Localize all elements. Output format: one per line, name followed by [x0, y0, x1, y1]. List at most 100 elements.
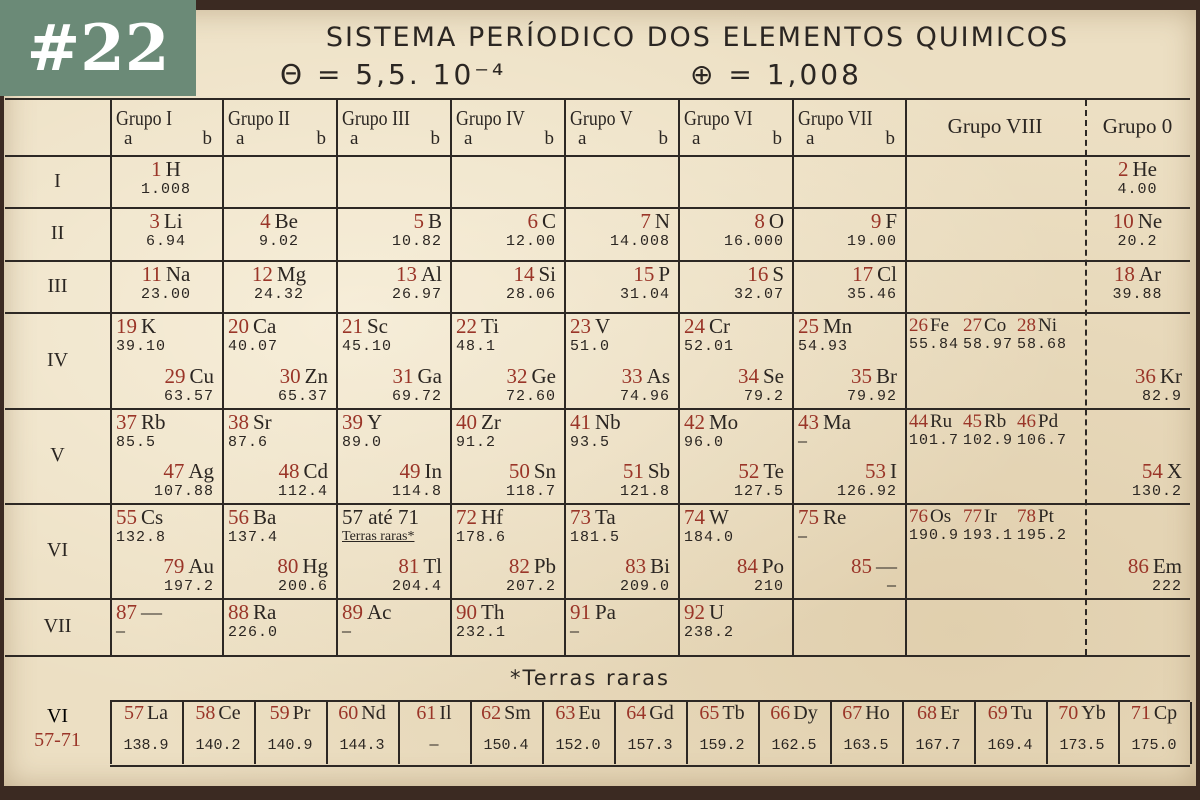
atomic-number: 68 — [917, 702, 938, 724]
group-viii-triad: 44 Ru 101.7 45 Rb 102.9 46 Pd 106.7 — [909, 412, 1067, 448]
table-cell — [678, 155, 792, 207]
rare-earth-cell: 59 Pr 140.9 — [254, 702, 326, 764]
rare-earths-row-label: VI 57-71 — [5, 704, 110, 752]
poster-title: SISTEMA PERÍODICO DOS ELEMENTOS QUIMICOS — [325, 22, 1070, 53]
atomic-number: 28 — [1017, 315, 1037, 336]
table-cell: 39 Y 89.0 49 In 114.8 — [336, 408, 450, 503]
atomic-weight: 6.94 — [145, 233, 186, 250]
element-header: 70 Yb — [1046, 702, 1118, 725]
atomic-number: 6 — [527, 209, 538, 233]
element-entry: 86 Em 222 — [1128, 556, 1182, 595]
rare-earth-cell: 68 Er 167.7 — [902, 702, 974, 764]
grid-line — [326, 702, 328, 764]
atomic-number: 61 — [416, 702, 437, 724]
atomic-weight: 132.8 — [116, 529, 167, 546]
atomic-weight: — — [570, 624, 581, 641]
element-symbol: Pd — [1038, 411, 1059, 432]
element-entry: 38 Sr 87.6 — [228, 410, 272, 451]
atomic-number: 53 — [865, 459, 886, 483]
element-header: 4 Be — [222, 211, 336, 232]
element-entry: 4 Be 9.02 — [222, 211, 336, 250]
element-entry: 87— — — [116, 602, 162, 641]
table-cell: 3 Li 6.94 — [110, 207, 222, 260]
table-cell: 4 Be 9.02 — [222, 207, 336, 260]
atomic-weight: 26.97 — [391, 286, 442, 303]
atomic-weight: 102.9 — [963, 432, 1014, 449]
grid-line — [5, 207, 1190, 209]
atomic-number: 31 — [392, 364, 414, 388]
rare-earth-cell: 67 Ho 163.5 — [830, 702, 902, 764]
element-entry: 34 Se 79.2 — [738, 366, 784, 405]
atomic-weight: 126.92 — [836, 483, 897, 500]
rare-earths-label: *Terras raras — [509, 666, 670, 690]
element-symbol: P — [658, 262, 670, 286]
element-header: 75 Re — [798, 507, 846, 528]
element-entry: 21 Sc 45.10 — [342, 316, 392, 355]
element-symbol: Pr — [292, 702, 311, 724]
element-entry: 30 Zn 65.37 — [278, 366, 328, 405]
atomic-weight: 79.92 — [846, 388, 897, 405]
element-entry: 78 Pt 195.2 — [1017, 507, 1067, 543]
element-header: 63 Eu — [542, 702, 614, 725]
element-header: 85— — [851, 556, 897, 577]
atomic-number: 9 — [870, 209, 882, 233]
element-symbol: Pt — [1038, 506, 1054, 527]
element-header: 60 Nd — [326, 702, 398, 725]
atomic-number: 89 — [342, 600, 363, 624]
table-cell: 88 Ra 226.0 — [222, 598, 336, 655]
element-entry: 77 Ir 193.1 — [963, 507, 1013, 543]
rare-earth-cell: 62 Sm 150.4 — [470, 702, 542, 764]
element-entry: 22 Ti 48.1 — [456, 316, 499, 355]
element-header: 61 Il — [398, 702, 470, 725]
element-header: 2 He — [1085, 159, 1190, 180]
element-header: 13 Al — [392, 264, 442, 285]
atomic-number: 76 — [909, 506, 928, 527]
atomic-number: 54 — [1141, 459, 1163, 483]
atomic-weight: — — [342, 624, 353, 641]
subgroup-b-label: b — [772, 128, 783, 149]
element-entry: 23 V 51.0 — [570, 316, 610, 355]
element-entry: 7 N 14.008 — [610, 211, 670, 250]
grid-line — [792, 100, 794, 655]
table-cell: 24 Cr 52.01 34 Se 79.2 — [678, 312, 792, 408]
atomic-weight: 118.7 — [505, 483, 556, 500]
element-header: 34 Se — [738, 366, 784, 387]
atomic-number: 65 — [699, 702, 720, 724]
atomic-number: 75 — [798, 505, 819, 529]
atomic-number: 71 — [1130, 702, 1151, 724]
element-header: 28 Ni — [1017, 316, 1067, 335]
element-entry: 43 Ma — — [798, 412, 851, 451]
element-symbol: Pa — [595, 600, 616, 624]
element-symbol: Ta — [595, 505, 616, 529]
atomic-number: 26 — [909, 315, 928, 336]
atomic-weight: 222 — [1151, 578, 1182, 595]
element-symbol: Mg — [276, 262, 307, 286]
atomic-weight: 85.5 — [116, 434, 157, 451]
table-cell: 22 Ti 48.1 32 Ge 72.60 — [450, 312, 564, 408]
rare-earth-cell: 69 Tu 169.4 — [974, 702, 1046, 764]
element-entry: 89 Ac — — [342, 600, 392, 641]
element-entry: 52 Te 127.5 — [734, 461, 784, 500]
atomic-number: 25 — [798, 314, 819, 338]
element-entry: 29 Cu 63.57 — [164, 366, 214, 405]
element-header: 44 Ru — [909, 412, 959, 431]
element-symbol: F — [885, 209, 897, 233]
atomic-number: 3 — [149, 209, 160, 233]
atomic-number: 48 — [278, 459, 300, 483]
group-name: Grupo V — [570, 106, 633, 130]
period-label: VII — [43, 615, 72, 637]
table-cell: 2 He 4.00 — [1085, 155, 1190, 207]
grid-line — [5, 260, 1190, 262]
element-header: 87— — [116, 602, 162, 623]
atomic-weight: 226.0 — [228, 624, 279, 641]
element-entry: 24 Cr 52.01 — [684, 316, 734, 355]
table-cell: 1 H 1.008 — [110, 155, 222, 207]
element-symbol: Sr — [253, 410, 272, 434]
element-symbol: Sm — [504, 702, 531, 724]
table-cell: 23 V 51.0 33 As 74.96 — [564, 312, 678, 408]
element-symbol: Ni — [1038, 315, 1058, 336]
group-header: Grupo VII a b — [792, 100, 905, 155]
element-entry: 6 C 12.00 — [506, 209, 556, 250]
element-header: 76 Os — [909, 507, 959, 526]
